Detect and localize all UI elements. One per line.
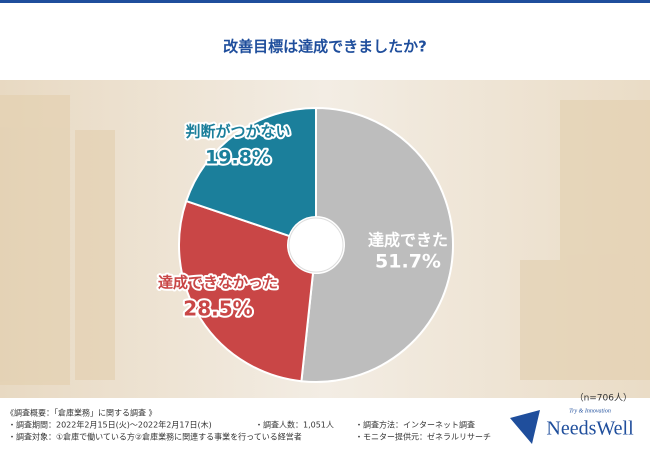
- footer-heading: 《調査概要：「倉庫業務」に関する調査 》: [6, 408, 157, 418]
- value-label: 51.7%: [375, 251, 441, 273]
- value-label: 28.5%: [183, 297, 252, 321]
- logo-mark: [510, 410, 540, 444]
- top-bar: [0, 0, 650, 3]
- category-label: 判断がつかない: [185, 123, 290, 141]
- category-label: 達成できなかった: [158, 274, 278, 292]
- slice: [178, 199, 315, 383]
- footer-item: ・調査期間：2022年2月15日(火)～2022年2月17日(木): [8, 420, 212, 430]
- value-label: 19.8%: [205, 147, 271, 169]
- footer-item: ・調査対象：①倉庫で働いている方②倉庫業務に関連する事業を行っている経営者: [8, 432, 302, 442]
- slice: [300, 106, 454, 383]
- footer-item: ・調査人数：1,051人: [255, 420, 334, 430]
- logo-name: NeedsWell: [546, 418, 634, 440]
- donut-hole: [288, 217, 344, 273]
- category-label: 達成できた: [368, 231, 448, 250]
- footer-item: ・モニター提供元：ゼネラルリサーチ: [355, 432, 491, 442]
- chart-title: 改善目標は達成できましたか?: [223, 38, 427, 56]
- logo-tagline: Try & Innovation: [569, 408, 611, 414]
- sample-note: （n=706人）: [575, 393, 632, 404]
- footer-item: ・調査方法：インターネット調査: [355, 420, 475, 430]
- background-boxes: [0, 95, 650, 385]
- slice: [184, 106, 317, 238]
- footer-bg: [0, 403, 650, 450]
